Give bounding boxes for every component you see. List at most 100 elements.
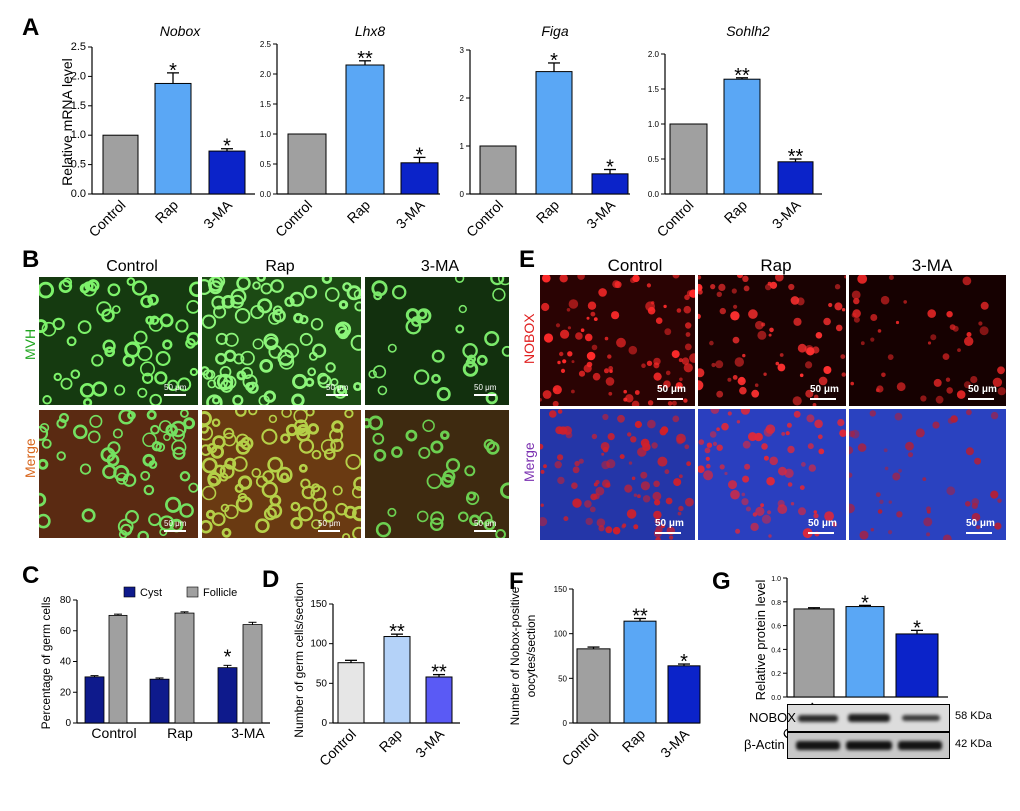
cell-marker (580, 328, 585, 332)
cell-marker (159, 528, 168, 537)
cell-marker (946, 387, 953, 394)
x-tick-label: 3-MA (769, 196, 804, 231)
cell-marker (305, 410, 315, 417)
y-tick-label: 0.5 (71, 159, 86, 171)
cell-marker (483, 439, 496, 451)
chart-title: Sohlh2 (726, 23, 770, 39)
chart-title: Nobox (160, 23, 201, 39)
cell-marker (965, 501, 971, 507)
cell-marker (716, 444, 723, 451)
cell-marker (215, 352, 227, 365)
cell-marker (978, 321, 983, 326)
cell-marker (787, 445, 795, 454)
cell-marker (541, 302, 550, 312)
cell-marker (179, 410, 189, 418)
cell-marker (171, 439, 187, 455)
cell-marker (232, 456, 248, 472)
cell-marker (672, 415, 680, 423)
cell-marker (689, 353, 695, 363)
significance-mark: ** (431, 662, 447, 684)
cell-marker (232, 394, 244, 405)
cell-marker (202, 519, 213, 534)
cell-marker (877, 329, 882, 333)
cell-marker (66, 336, 77, 347)
cell-marker (387, 507, 397, 517)
cell-marker (202, 314, 217, 329)
cell-marker (740, 409, 750, 415)
cell-marker (560, 329, 570, 339)
micrograph-image (698, 275, 846, 406)
cell-marker (189, 367, 198, 377)
cell-marker (234, 308, 251, 324)
cell-marker (732, 336, 740, 344)
cell-marker (676, 308, 682, 313)
cell-marker (252, 281, 261, 290)
x-tick-label: Control (558, 726, 601, 769)
cell-marker (163, 433, 171, 441)
cell-marker (657, 384, 662, 389)
y-tick-label: 1 (460, 142, 465, 151)
cell-marker (559, 275, 568, 283)
panel-b-col-rap: Rap (265, 258, 295, 275)
cell-marker (735, 528, 741, 534)
cell-marker (742, 475, 750, 483)
cell-marker (751, 389, 760, 398)
cell-marker (837, 419, 845, 427)
cell-marker (568, 299, 579, 309)
cell-marker (631, 476, 636, 481)
cell-marker (587, 301, 597, 310)
cell-marker (813, 510, 817, 514)
cell-marker (727, 377, 732, 382)
cell-marker (149, 393, 162, 405)
cell-marker (469, 514, 481, 527)
cell-marker (652, 491, 662, 501)
cell-marker (870, 528, 874, 532)
cell-marker (591, 344, 598, 351)
cell-marker (675, 382, 683, 390)
cell-marker (728, 480, 737, 490)
cell-marker (572, 466, 580, 474)
cell-marker (307, 423, 320, 435)
cell-marker (605, 377, 615, 386)
cell-marker (317, 372, 329, 385)
cell-marker (497, 277, 509, 286)
cell-marker (162, 339, 173, 350)
cell-marker (734, 357, 744, 367)
cell-marker (235, 440, 251, 455)
cell-marker (146, 410, 157, 420)
cell-marker (654, 499, 661, 506)
cell-marker (392, 285, 407, 300)
cell-marker (709, 340, 714, 346)
cell-marker (818, 376, 828, 386)
blot-actin (787, 732, 950, 759)
cell-marker (896, 382, 906, 392)
cell-marker (824, 511, 834, 521)
cell-marker (685, 332, 691, 337)
cell-marker (769, 327, 774, 333)
cell-marker (188, 482, 198, 493)
scale-label: 50 μm (966, 518, 995, 529)
cell-marker (483, 518, 496, 531)
cell-marker (39, 281, 55, 299)
cell-marker (484, 330, 500, 347)
cell-marker (237, 492, 248, 503)
cell-marker (150, 424, 160, 435)
legend-swatch-follicle (186, 586, 199, 598)
cell-marker (742, 440, 751, 449)
panel-letter-f: F (509, 568, 524, 595)
cell-marker (828, 302, 833, 308)
cell-marker (619, 454, 625, 460)
cell-marker (58, 412, 70, 423)
cell-marker (667, 401, 673, 406)
cell-marker (706, 463, 711, 469)
cell-marker (335, 502, 348, 516)
cell-marker (290, 501, 301, 512)
cell-marker (559, 351, 564, 357)
cell-marker (158, 420, 172, 434)
cell-marker (641, 363, 646, 368)
y-tick-label: 50 (316, 678, 328, 689)
cell-marker (578, 370, 586, 377)
cell-marker (566, 308, 571, 312)
cell-marker (754, 383, 759, 387)
